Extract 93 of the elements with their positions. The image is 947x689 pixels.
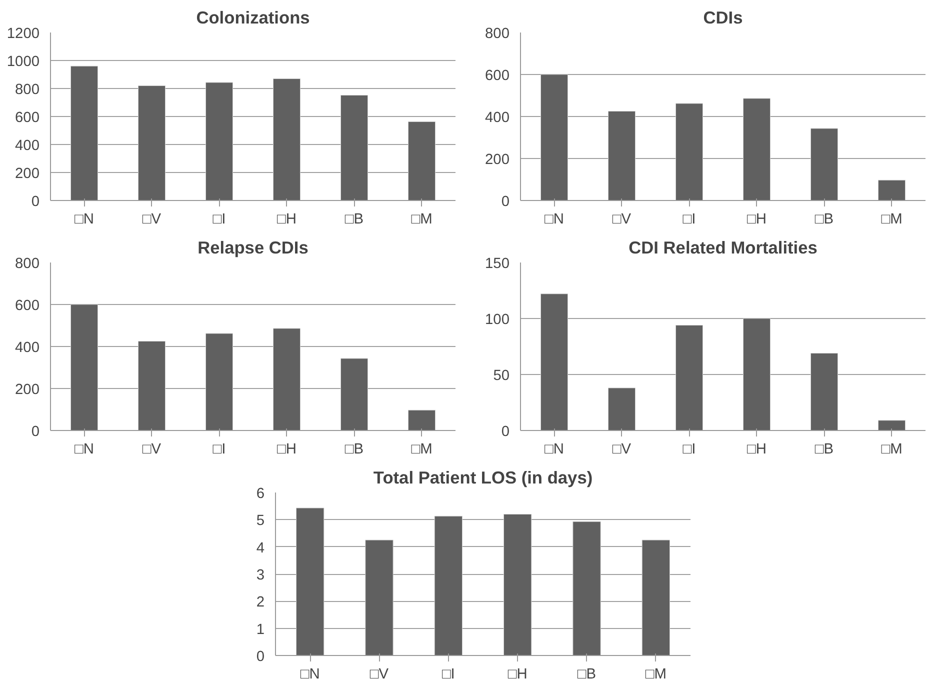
x-tick-label: □I <box>212 442 226 458</box>
bar <box>540 294 568 430</box>
x-tick-label: □N <box>74 212 94 228</box>
x-tick-label: □V <box>142 212 162 228</box>
bar <box>608 388 636 430</box>
x-tick-label: □H <box>277 442 296 458</box>
chart-title: CDIs <box>703 8 743 28</box>
x-tick-label: □I <box>682 442 696 458</box>
bar <box>273 78 300 200</box>
bar <box>138 341 166 430</box>
y-tick-label: 200 <box>15 382 40 398</box>
y-tick-label: 400 <box>15 138 40 154</box>
x-tick-label: □V <box>142 442 162 458</box>
y-tick-label: 0 <box>31 194 40 210</box>
bar <box>743 98 770 200</box>
y-tick-label: 800 <box>15 256 40 272</box>
bar <box>365 540 394 656</box>
bar <box>296 508 324 656</box>
x-tick-label: □H <box>508 666 528 682</box>
bar <box>676 324 703 430</box>
y-tick-label: 5 <box>256 513 265 530</box>
chart-title: Colonizations <box>196 8 310 28</box>
bar <box>878 420 906 430</box>
bar <box>608 111 636 200</box>
x-tick-label: □M <box>881 442 902 458</box>
x-tick-label: □M <box>411 442 432 458</box>
x-tick-label: □V <box>612 442 632 458</box>
y-tick-label: 800 <box>15 82 40 98</box>
bar <box>810 128 838 200</box>
bar <box>572 521 601 656</box>
y-tick-label: 0 <box>501 194 510 210</box>
y-tick-label: 6 <box>256 486 265 502</box>
bar <box>273 328 300 430</box>
x-tick-label: □B <box>344 212 364 228</box>
x-tick-label: □I <box>442 666 455 682</box>
bar <box>408 410 436 430</box>
bar <box>206 82 233 200</box>
y-tick-label: 1000 <box>6 54 40 70</box>
bar <box>70 304 98 430</box>
y-tick-label: 3 <box>256 568 265 584</box>
y-tick-label: 200 <box>485 152 510 168</box>
y-tick-label: 600 <box>15 110 40 126</box>
x-tick-label: □M <box>411 212 432 228</box>
bar <box>540 74 568 200</box>
bar <box>70 66 98 200</box>
bar <box>408 121 436 200</box>
y-tick-label: 150 <box>485 256 510 272</box>
chart-title: Total Patient LOS (in days) <box>373 468 593 488</box>
y-tick-label: 1 <box>256 622 265 638</box>
y-tick-label: 50 <box>493 368 510 384</box>
x-tick-label: □I <box>682 212 696 228</box>
bar <box>642 540 670 656</box>
y-tick-label: 0 <box>501 424 510 440</box>
x-tick-label: □B <box>814 442 834 458</box>
bar <box>340 358 368 430</box>
x-tick-label: □N <box>544 212 564 228</box>
x-tick-label: □M <box>645 666 666 682</box>
x-tick-label: □H <box>277 212 296 228</box>
x-tick-label: □N <box>544 442 564 458</box>
y-tick-label: 400 <box>15 340 40 356</box>
y-tick-label: 1200 <box>6 26 40 42</box>
x-tick-label: □V <box>370 666 389 682</box>
bar <box>138 85 166 200</box>
y-tick-label: 400 <box>485 110 510 126</box>
x-tick-label: □N <box>300 666 320 682</box>
chart-title: CDI Related Mortalities <box>628 238 818 258</box>
y-tick-label: 0 <box>256 649 265 665</box>
bar <box>504 514 532 656</box>
y-tick-label: 600 <box>485 68 510 84</box>
bar <box>810 352 838 430</box>
y-tick-label: 4 <box>256 540 265 556</box>
x-tick-label: □N <box>74 442 94 458</box>
y-tick-label: 600 <box>15 298 40 314</box>
bar <box>878 180 906 200</box>
bar <box>676 103 703 200</box>
x-tick-label: □B <box>814 212 834 228</box>
bar <box>434 516 462 656</box>
x-tick-label: □H <box>747 442 766 458</box>
x-tick-label: □B <box>577 666 596 682</box>
y-tick-label: 2 <box>256 594 265 611</box>
x-tick-label: □B <box>344 442 364 458</box>
bar <box>206 333 233 430</box>
x-tick-label: □V <box>612 212 632 228</box>
chart-title: Relapse CDIs <box>198 238 308 258</box>
y-tick-label: 800 <box>485 26 510 42</box>
bar <box>743 318 770 430</box>
x-tick-label: □H <box>747 212 766 228</box>
x-tick-label: □I <box>212 212 226 228</box>
y-tick-label: 100 <box>485 312 510 328</box>
x-tick-label: □M <box>881 212 902 228</box>
y-tick-label: 200 <box>15 166 40 182</box>
y-tick-label: 0 <box>31 424 40 440</box>
bar <box>340 94 368 200</box>
